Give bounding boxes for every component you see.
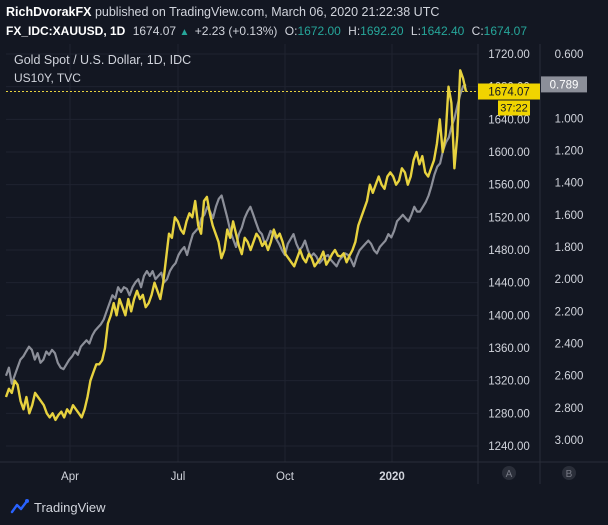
close-value: 1674.07 [483, 24, 528, 38]
scale-b-button[interactable]: B [562, 466, 576, 480]
gold-axis-tick-label: 1280.00 [488, 408, 530, 420]
time-axis-tick-label: Apr [61, 471, 79, 483]
yield-axis-tick-label: 1.200 [555, 146, 584, 158]
yield-axis-tick-label: 1.800 [555, 242, 584, 254]
yield-axis-tick-label: 1.600 [555, 210, 584, 222]
yield-line[interactable] [4, 83, 467, 385]
gold-axis-tick-label: 1360.00 [488, 343, 530, 355]
last-price-badge: 1674.07 37:22 [478, 83, 540, 116]
open-label: O: [284, 24, 298, 38]
yield-last-badge-text: 0.789 [550, 79, 579, 91]
last-price-badge-bg [478, 83, 540, 100]
yield-last-badge: 0.789 [541, 76, 587, 93]
tradingview-logo-text: TradingView [34, 499, 106, 515]
yield-axis-tick-label: 3.000 [555, 435, 584, 447]
yield-axis-tick-label: 2.600 [555, 371, 584, 383]
yield-axis-tick-label: 0.600 [555, 49, 584, 61]
tradingview-logo-icon [10, 499, 29, 514]
tradingview-logo[interactable]: TradingView [10, 498, 106, 516]
gold-axis-tick-label: 1720.00 [488, 49, 530, 61]
yield-axis-tick-label: 2.400 [555, 339, 584, 351]
series-lines [4, 69, 468, 422]
legend-title[interactable]: Gold Spot / U.S. Dollar, 1D, IDC [14, 53, 191, 67]
gold-axis-tick-label: 1440.00 [488, 278, 530, 290]
yield-axis-tick-label: 1.000 [555, 113, 584, 125]
yield-axis-tick-label: 2.000 [555, 274, 584, 286]
published-text: published on TradingView.com, March 06, … [94, 5, 440, 19]
time-axis-tick-label: 2020 [379, 471, 405, 483]
gold-price-line[interactable] [4, 69, 468, 422]
chart-header: RichDvorakFX published on TradingView.co… [0, 0, 608, 44]
gold-axis-tick-label: 1400.00 [488, 310, 530, 322]
gold-axis-tick-label: 1320.00 [488, 376, 530, 388]
time-axis: Apr Jul Oct 2020 [61, 471, 405, 483]
footer: TradingView [0, 490, 608, 525]
author-name[interactable]: RichDvorakFX [6, 5, 92, 19]
low-label: L: [410, 24, 421, 38]
scale-a-label[interactable]: A [506, 469, 513, 480]
ohlc-line: FX_IDC:XAUUSD, 1D 1674.07 ▲ +2.23 (+0.13… [6, 24, 527, 38]
grid-lines [6, 44, 478, 462]
low-value: 1642.40 [420, 24, 465, 38]
close-label: C: [471, 24, 484, 38]
time-axis-tick-label: Oct [276, 471, 295, 483]
yield-axis-tick-label: 1.400 [555, 178, 584, 190]
gold-axis-tick-label: 1640.00 [488, 114, 530, 126]
yield-last-badge-bg [541, 76, 587, 93]
change-value: +2.23 (+0.13%) [194, 24, 278, 38]
chart-area[interactable]: 1720.001680.001640.001600.001560.001520.… [0, 44, 608, 484]
gold-axis-tick-label: 1560.00 [488, 180, 530, 192]
publish-info: RichDvorakFX published on TradingView.co… [6, 5, 439, 19]
scale-a-button[interactable]: A [502, 466, 516, 480]
high-value: 1692.20 [360, 24, 404, 38]
yield-axis-tick-label: 2.800 [555, 403, 584, 415]
yield-axis: 0.6000.8001.0001.2001.4001.6001.8002.000… [555, 49, 584, 447]
countdown-badge-bg [498, 100, 530, 116]
last-value: 1674.07 [132, 24, 177, 38]
time-axis-tick-label: Jul [171, 471, 186, 483]
scale-b-label[interactable]: B [566, 469, 573, 480]
gold-axis-tick-label: 1480.00 [488, 245, 530, 257]
yield-axis-tick-label: 2.200 [555, 306, 584, 318]
symbol-label[interactable]: FX_IDC:XAUUSD, 1D [6, 24, 126, 38]
high-label: H: [348, 24, 361, 38]
gold-axis-tick-label: 1600.00 [488, 147, 530, 159]
open-value: 1672.00 [297, 24, 341, 38]
gold-axis-tick-label: 1520.00 [488, 212, 530, 224]
price-chart[interactable]: 1720.001680.001640.001600.001560.001520.… [0, 44, 608, 484]
last-price-badge-text: 1674.07 [488, 87, 530, 99]
countdown-badge-text: 37:22 [500, 103, 528, 115]
gold-axis-tick-label: 1240.00 [488, 441, 530, 453]
up-arrow-icon: ▲ [179, 27, 190, 38]
legend-subtitle[interactable]: US10Y, TVC [14, 71, 81, 85]
